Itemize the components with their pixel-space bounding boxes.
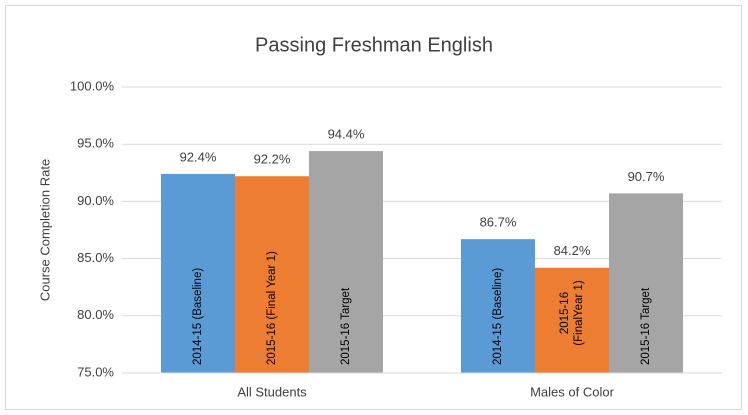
bar-label: 2014-15 (Baseline)	[192, 268, 204, 365]
value-label: 86.7%	[480, 215, 517, 230]
bar	[235, 176, 309, 373]
bar	[461, 239, 535, 373]
bar	[535, 267, 609, 373]
bar	[309, 151, 383, 373]
bar-label: 2015-16 Target	[340, 287, 352, 365]
y-tick-label: 75.0%	[77, 364, 114, 379]
bar-label: 2014-15 (Baseline)	[492, 268, 504, 365]
y-tick-label: 90.0%	[77, 193, 114, 208]
y-tick-label: 85.0%	[77, 250, 114, 265]
chart-title: Passing Freshman English	[255, 34, 493, 56]
value-label: 92.2%	[254, 152, 291, 167]
x-tick-label: All Students	[237, 384, 307, 399]
value-label: 90.7%	[628, 169, 665, 184]
value-label: 94.4%	[328, 127, 365, 142]
y-tick-label: 100.0%	[70, 78, 115, 93]
x-tick-label: Males of Color	[530, 384, 614, 399]
bar-label: (FinalYear 1)	[573, 280, 585, 346]
bar	[161, 173, 235, 373]
y-axis-label: Course Completion Rate	[37, 159, 52, 301]
bar-label: 2015-16	[559, 292, 571, 334]
bar	[609, 193, 683, 373]
value-label: 84.2%	[554, 243, 591, 258]
y-tick-label: 95.0%	[77, 136, 114, 151]
bar-label: 2015-16 Target	[640, 287, 652, 365]
y-tick-label: 80.0%	[77, 307, 114, 322]
bar-label: 2015-16 (Final Year 1)	[266, 251, 278, 365]
value-label: 92.4%	[180, 149, 217, 164]
